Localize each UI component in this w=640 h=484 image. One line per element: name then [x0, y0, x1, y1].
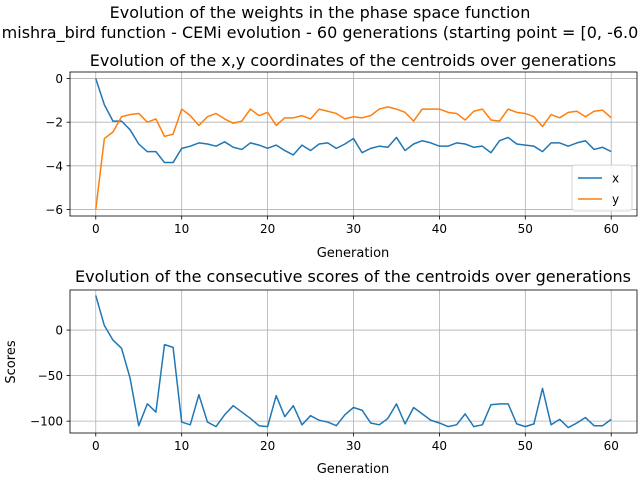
scores-x-tick-label: 30 [346, 439, 361, 453]
coordinates-x-tick-label: 20 [260, 222, 275, 236]
coordinates-x-tick-label: 0 [92, 222, 100, 236]
coordinates-x-tick-label: 50 [518, 222, 533, 236]
coordinates-x-tick-label: 60 [604, 222, 619, 236]
coordinates-x-tick-label: 10 [174, 222, 189, 236]
coordinates-series-line-x [95, 78, 612, 164]
scores-x-tick-label: 50 [518, 439, 533, 453]
scores-x-tick-label: 60 [604, 439, 619, 453]
scores-x-tick-label: 0 [92, 439, 100, 453]
coordinates-x-axis-label: Generation [317, 246, 390, 261]
coordinates-y-tick-label: −2 [45, 116, 63, 130]
coordinates-chart-title: Evolution of the x,y coordinates of the … [90, 51, 616, 70]
coordinates-grid [70, 72, 637, 216]
scores-axes: Evolution of the consecutive scores of t… [4, 267, 638, 477]
scores-grid [70, 290, 637, 433]
coordinates-y-tick-label: 0 [55, 72, 63, 86]
scores-y-tick-label: −100 [30, 415, 63, 429]
coordinates-y-tick-label: −6 [45, 203, 63, 217]
coordinates-x-tick-label: 40 [432, 222, 447, 236]
scores-x-tick-label: 40 [432, 439, 447, 453]
scores-y-tick-label: 0 [55, 324, 63, 338]
scores-series-line-0 [95, 295, 612, 429]
suptitle-line-1: Evolution of the weights in the phase sp… [110, 3, 531, 22]
coordinates-series-line-y [95, 106, 612, 210]
coordinates-legend-label-y: y [612, 193, 619, 207]
coordinates-axes: Evolution of the x,y coordinates of the … [45, 51, 638, 261]
scores-y-axis-label: Scores [4, 340, 19, 383]
scores-x-tick-label: 20 [260, 439, 275, 453]
suptitle-line-2: mishra_bird function - CEMi evolution - … [2, 23, 639, 43]
coordinates-legend: xy [571, 164, 633, 212]
scores-chart-title: Evolution of the consecutive scores of t… [75, 267, 631, 286]
scores-x-axis-label: Generation [317, 462, 390, 477]
coordinates-legend-box [571, 164, 633, 212]
coordinates-y-tick-label: −4 [45, 159, 63, 173]
scores-x-tick-label: 10 [174, 439, 189, 453]
scores-y-tick-label: −50 [38, 369, 63, 383]
coordinates-x-tick-label: 30 [346, 222, 361, 236]
coordinates-legend-label-x: x [612, 172, 619, 186]
